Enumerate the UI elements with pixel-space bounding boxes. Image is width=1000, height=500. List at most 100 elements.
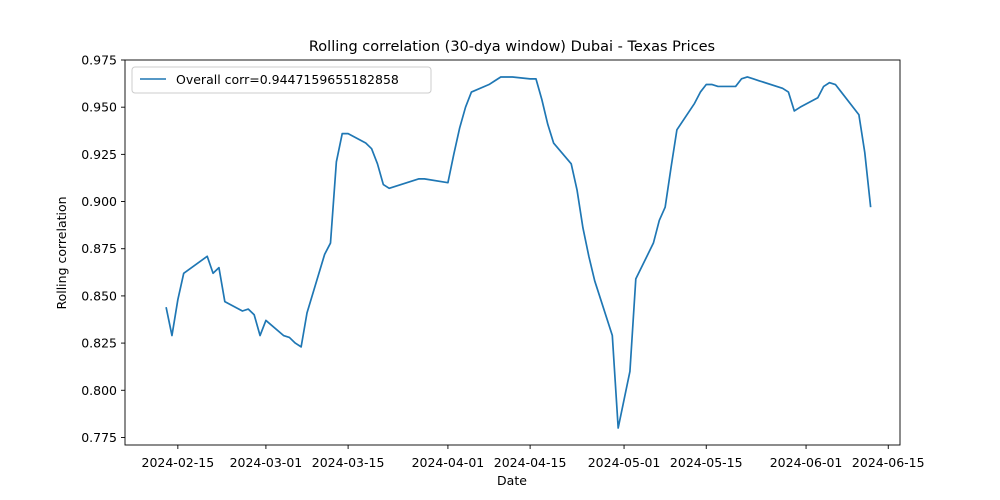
legend-box: [131, 66, 432, 94]
data-point: [470, 91, 473, 94]
y-axis-label: Rolling correlation: [54, 196, 69, 309]
x-tick-label: 2024-05-15: [670, 455, 743, 470]
data-point: [675, 128, 678, 131]
y-tick-label: 0.925: [81, 147, 117, 162]
data-point: [170, 334, 173, 337]
data-point: [693, 102, 696, 105]
data-point: [534, 77, 537, 80]
x-tick-label: 2024-06-15: [852, 455, 925, 470]
y-tick-label: 0.950: [81, 100, 117, 115]
data-point: [816, 96, 819, 99]
data-point: [869, 206, 872, 209]
x-axis-label: Date: [497, 473, 527, 488]
y-tick-label: 0.975: [81, 53, 117, 68]
data-point: [593, 279, 596, 282]
data-point: [282, 334, 285, 337]
data-point: [652, 242, 655, 245]
data-point: [587, 255, 590, 258]
x-tick-label: 2024-05-01: [588, 455, 661, 470]
data-point: [511, 75, 514, 78]
data-point: [241, 310, 244, 313]
data-point: [264, 319, 267, 322]
data-point: [634, 277, 637, 280]
data-point: [781, 87, 784, 90]
data-point: [670, 166, 673, 169]
data-point: [493, 79, 496, 82]
data-point: [376, 162, 379, 165]
chart-title: Rolling correlation (30-dya window) Duba…: [309, 39, 715, 55]
data-point: [793, 109, 796, 112]
y-tick-label: 0.875: [81, 241, 117, 256]
legend-entry: Overall corr=0.9447159655182858: [176, 72, 399, 87]
data-point: [300, 345, 303, 348]
data-point: [488, 83, 491, 86]
data-point: [212, 272, 215, 275]
data-point: [828, 81, 831, 84]
data-point: [746, 75, 749, 78]
data-point: [446, 181, 449, 184]
data-point: [529, 77, 532, 80]
data-point: [306, 311, 309, 314]
data-point: [247, 308, 250, 311]
data-point: [335, 160, 338, 163]
data-point: [658, 219, 661, 222]
data-point: [217, 266, 220, 269]
data-point: [734, 85, 737, 88]
x-tick-label: 2024-02-15: [142, 455, 215, 470]
data-point: [787, 91, 790, 94]
x-tick-label: 2024-03-01: [230, 455, 303, 470]
data-point: [288, 336, 291, 339]
data-point: [576, 189, 579, 192]
data-point: [617, 427, 620, 430]
data-point: [752, 77, 755, 80]
data-point: [423, 177, 426, 180]
data-point: [329, 242, 332, 245]
data-point: [711, 83, 714, 86]
data-point: [452, 153, 455, 156]
data-point: [165, 306, 168, 309]
y-tick-label: 0.850: [81, 288, 117, 303]
x-tick-label: 2024-06-01: [770, 455, 843, 470]
data-point: [546, 123, 549, 126]
data-point: [664, 206, 667, 209]
data-point: [716, 85, 719, 88]
series-line-0: [165, 76, 872, 429]
y-tick-label: 0.800: [81, 383, 117, 398]
data-point: [863, 151, 866, 154]
x-tick-label: 2024-04-15: [494, 455, 567, 470]
y-tick-label: 0.775: [81, 430, 117, 445]
data-point: [341, 132, 344, 135]
data-point: [458, 126, 461, 129]
data-point: [857, 113, 860, 116]
data-point: [834, 83, 837, 86]
data-point: [294, 342, 297, 345]
data-point: [182, 272, 185, 275]
data-point: [740, 77, 743, 80]
data-point: [323, 253, 326, 256]
data-point: [259, 334, 262, 337]
data-point: [464, 106, 467, 109]
y-tick-label: 0.900: [81, 194, 117, 209]
data-point: [499, 75, 502, 78]
data-point: [799, 106, 802, 109]
data-point: [382, 183, 385, 186]
x-tick-label: 2024-03-15: [312, 455, 385, 470]
data-point: [822, 85, 825, 88]
x-tick-label: 2024-04-01: [412, 455, 485, 470]
plot-frame: [124, 59, 901, 446]
data-point: [347, 132, 350, 135]
data-point: [411, 179, 414, 182]
data-point: [628, 370, 631, 373]
data-point: [405, 181, 408, 184]
data-point: [705, 83, 708, 86]
x-axis: 2024-02-15 2024-03-01 2024-03-15 2024-04-01…: [142, 445, 925, 470]
legend: Overall corr=0.9447159655182858: [131, 66, 432, 94]
data-point: [505, 75, 508, 78]
data-point: [540, 98, 543, 101]
data-point: [364, 142, 367, 145]
data-point: [417, 177, 420, 180]
y-axis: 0.775 0.800 0.825 0.850 0.875 0.900 0.925 0.950…: [81, 53, 125, 445]
data-point: [223, 300, 226, 303]
data-point: [552, 142, 555, 145]
